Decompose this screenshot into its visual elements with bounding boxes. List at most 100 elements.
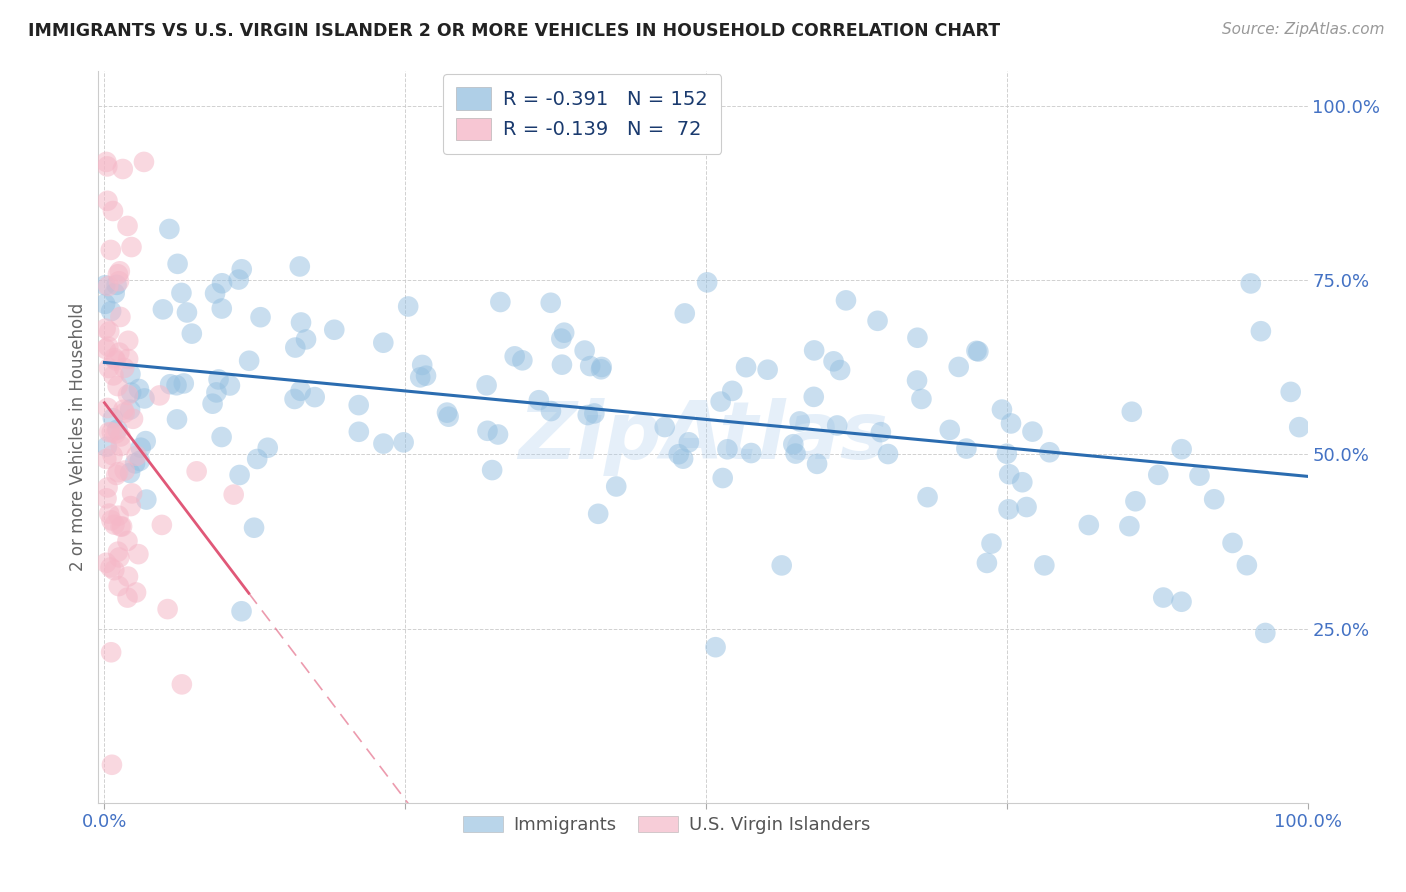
Point xyxy=(100,645,122,659)
Point xyxy=(1021,425,1043,439)
Point xyxy=(120,402,142,417)
Point xyxy=(290,384,312,398)
Point xyxy=(1188,468,1211,483)
Point xyxy=(121,486,143,500)
Point xyxy=(117,351,139,366)
Point xyxy=(553,326,575,340)
Point xyxy=(965,343,987,358)
Point xyxy=(108,345,131,359)
Point xyxy=(125,449,148,463)
Point xyxy=(98,325,121,339)
Point xyxy=(673,306,696,320)
Point xyxy=(101,448,124,462)
Point xyxy=(117,569,139,583)
Point xyxy=(304,390,326,404)
Point xyxy=(135,434,157,449)
Point xyxy=(955,442,977,456)
Point xyxy=(101,411,124,425)
Point xyxy=(156,602,179,616)
Legend: Immigrants, U.S. Virgin Islanders: Immigrants, U.S. Virgin Islanders xyxy=(456,809,877,841)
Point xyxy=(124,456,146,470)
Point xyxy=(103,368,125,383)
Point xyxy=(104,286,127,301)
Point xyxy=(166,378,188,392)
Point xyxy=(134,392,156,406)
Point xyxy=(96,194,118,208)
Point xyxy=(1288,420,1310,434)
Point xyxy=(96,155,118,169)
Point xyxy=(256,441,278,455)
Point xyxy=(770,558,793,573)
Point xyxy=(97,401,120,415)
Point xyxy=(437,409,460,424)
Point xyxy=(939,423,962,437)
Point xyxy=(100,243,122,257)
Point xyxy=(668,447,690,461)
Point xyxy=(323,323,346,337)
Point xyxy=(219,378,242,392)
Point xyxy=(803,343,825,358)
Point xyxy=(579,359,602,373)
Point xyxy=(170,677,193,691)
Point xyxy=(180,326,202,341)
Point xyxy=(94,342,117,356)
Point xyxy=(373,436,395,450)
Point xyxy=(785,446,807,460)
Point xyxy=(121,240,143,254)
Point xyxy=(1015,500,1038,514)
Point xyxy=(152,302,174,317)
Point xyxy=(107,379,129,393)
Point xyxy=(96,491,118,506)
Point xyxy=(100,425,122,440)
Point xyxy=(105,277,128,292)
Point xyxy=(108,264,131,278)
Point xyxy=(103,563,125,577)
Point xyxy=(540,404,562,418)
Point xyxy=(1147,467,1170,482)
Point xyxy=(907,331,929,345)
Point xyxy=(905,374,928,388)
Point xyxy=(997,502,1019,516)
Point xyxy=(97,279,120,293)
Point xyxy=(117,219,139,233)
Point xyxy=(120,385,142,400)
Point xyxy=(1279,384,1302,399)
Point xyxy=(586,507,609,521)
Point xyxy=(756,362,779,376)
Point xyxy=(1000,417,1022,431)
Point xyxy=(118,466,141,480)
Point xyxy=(415,368,437,383)
Point xyxy=(96,440,118,454)
Point xyxy=(110,519,132,533)
Text: Source: ZipAtlas.com: Source: ZipAtlas.com xyxy=(1222,22,1385,37)
Point xyxy=(157,222,180,236)
Point xyxy=(107,544,129,558)
Point xyxy=(806,457,828,471)
Point xyxy=(166,412,188,426)
Point xyxy=(94,278,117,293)
Point xyxy=(228,467,250,482)
Point xyxy=(1033,558,1056,573)
Point xyxy=(1038,445,1060,459)
Point xyxy=(231,262,253,277)
Point xyxy=(290,316,312,330)
Point xyxy=(117,334,139,348)
Point xyxy=(100,513,122,527)
Point xyxy=(672,451,695,466)
Point xyxy=(347,425,370,439)
Point xyxy=(589,362,612,376)
Point xyxy=(107,579,129,593)
Point xyxy=(228,272,250,286)
Point xyxy=(103,517,125,532)
Point xyxy=(711,471,734,485)
Point xyxy=(283,392,305,406)
Point xyxy=(948,359,970,374)
Point xyxy=(207,372,229,386)
Point xyxy=(347,398,370,412)
Point xyxy=(96,160,118,174)
Point xyxy=(678,435,700,450)
Point xyxy=(108,550,131,565)
Point xyxy=(127,547,149,561)
Point xyxy=(1204,492,1226,507)
Point xyxy=(173,376,195,391)
